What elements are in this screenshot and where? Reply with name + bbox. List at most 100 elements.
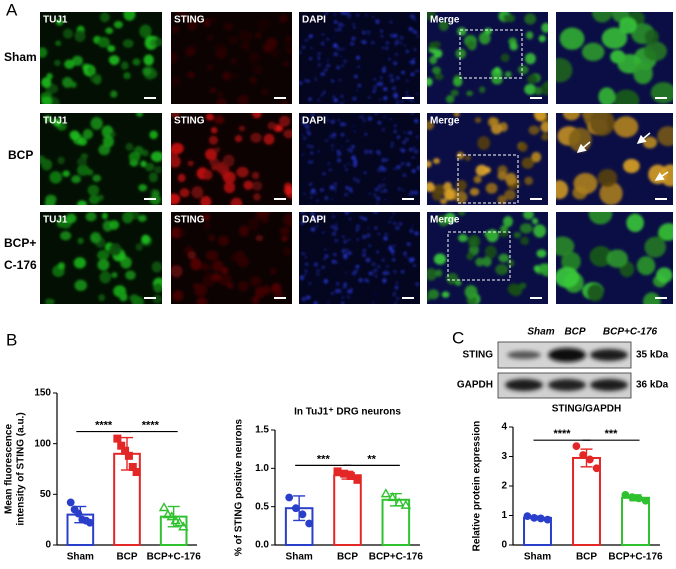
cell [342, 64, 345, 67]
cell [334, 238, 338, 243]
cell [531, 151, 542, 163]
cell [375, 19, 380, 24]
cell [314, 77, 317, 80]
channel-label: DAPI [302, 215, 326, 226]
cell [484, 27, 492, 35]
cells [556, 113, 673, 205]
micrograph [556, 12, 673, 104]
cell [446, 272, 459, 285]
cell [385, 41, 390, 45]
cell [343, 282, 347, 286]
cell [349, 288, 353, 291]
cell [315, 268, 321, 273]
cell [556, 180, 569, 200]
cell [356, 89, 359, 92]
arrow [636, 132, 651, 144]
cell [389, 20, 393, 24]
cell [528, 125, 540, 135]
cell [402, 173, 407, 178]
cell [362, 253, 366, 257]
cell [208, 234, 216, 242]
annotations [447, 29, 669, 281]
cell [328, 168, 332, 172]
cell [351, 36, 356, 41]
cell [326, 37, 330, 41]
cell [556, 267, 580, 288]
cell [392, 221, 397, 225]
cell [136, 113, 144, 117]
cell [230, 58, 238, 65]
cell [348, 148, 354, 153]
x-tick-label: Sham [524, 552, 551, 563]
cell [302, 192, 306, 196]
cell [623, 158, 640, 174]
cell [331, 259, 336, 264]
cell [326, 119, 330, 122]
data-point [174, 517, 185, 527]
cell [405, 91, 409, 94]
cell [306, 129, 310, 134]
cell [538, 263, 548, 272]
cell [125, 270, 136, 280]
cell [374, 187, 379, 192]
cell [498, 253, 510, 263]
cell [122, 212, 134, 224]
data-point [628, 493, 637, 502]
y-axis-label: Relative protein expression [472, 421, 483, 552]
cell [409, 229, 413, 233]
micrograph: TUJ1 [40, 113, 162, 205]
cell [541, 133, 548, 141]
cell [300, 212, 305, 214]
cell [393, 270, 397, 273]
cell [519, 223, 533, 234]
cell [525, 31, 534, 40]
cell [52, 118, 62, 127]
bar-chart: 0.0 0.5 1.0 1.5 In TuJ1⁺ DRG neurons % of STI… [234, 407, 424, 563]
cell [457, 27, 467, 36]
channel-label: DAPI [302, 116, 326, 127]
cell [214, 43, 223, 51]
cell [393, 92, 398, 98]
cell [457, 212, 466, 216]
x-tick-label: BCP+C-176 [147, 552, 202, 563]
cell [196, 297, 208, 304]
cell [410, 72, 415, 76]
cell [97, 36, 110, 48]
cell [71, 55, 83, 67]
cell [507, 283, 520, 295]
cell [325, 63, 331, 68]
cell [334, 226, 338, 231]
cell [340, 94, 344, 98]
cell [344, 271, 348, 274]
cell [171, 264, 183, 278]
y-tick-label: 0.5 [255, 501, 269, 512]
cell [556, 57, 573, 83]
cell [187, 71, 195, 78]
y-axis-label: Mean fluorescence [4, 424, 15, 514]
cell [338, 22, 343, 27]
cell [524, 176, 533, 186]
cell [393, 124, 397, 128]
cell [282, 61, 290, 67]
cell [310, 113, 315, 117]
cell [352, 22, 355, 26]
cell [214, 146, 221, 153]
cell [333, 52, 338, 57]
cell [429, 55, 438, 65]
data-point [162, 509, 174, 519]
bar [333, 474, 362, 547]
cell [310, 227, 316, 232]
x-tick-label: BCP [576, 552, 597, 563]
micrograph: TUJ1 [40, 12, 162, 104]
cell [349, 190, 353, 193]
zoom-box [457, 154, 519, 204]
cell [304, 273, 307, 277]
cell [333, 43, 338, 48]
cell [324, 138, 329, 142]
cell [62, 170, 70, 177]
cell [428, 41, 437, 50]
cell [383, 87, 388, 91]
cell [347, 289, 351, 294]
cell [366, 30, 371, 35]
cell [377, 168, 381, 172]
